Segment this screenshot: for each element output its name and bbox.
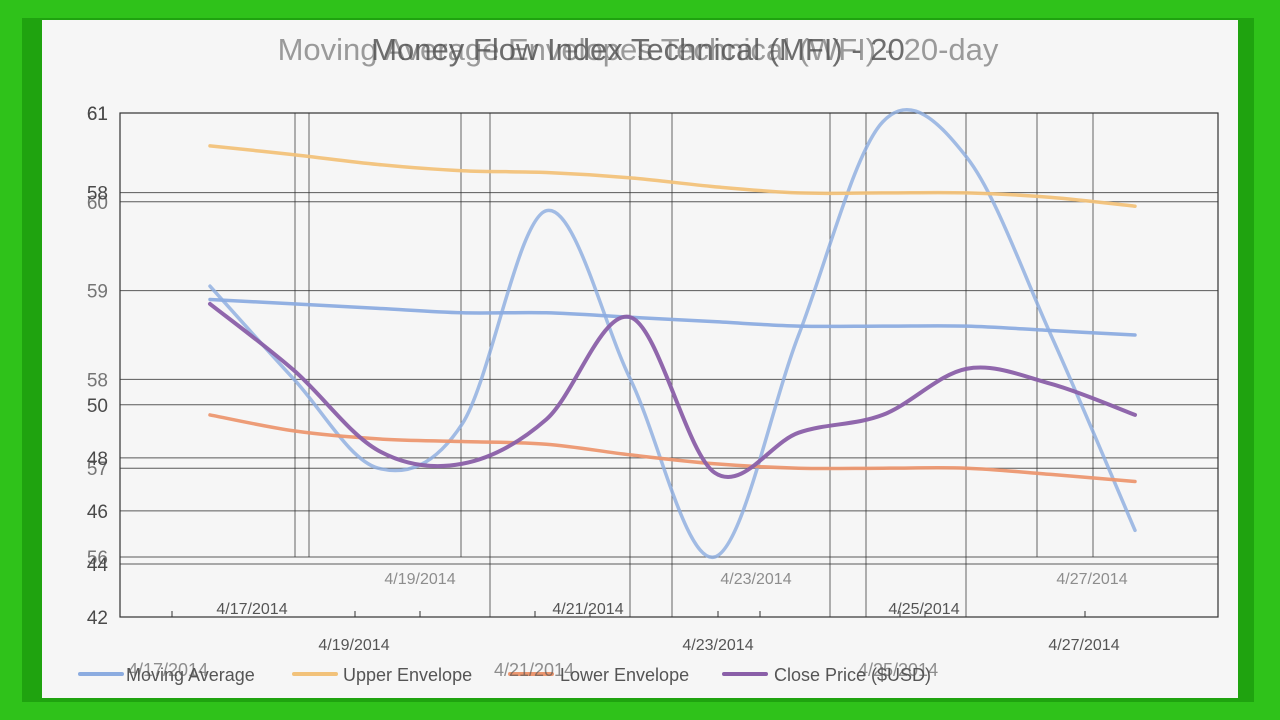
x-tick-label-overlay: 4/19/2014: [384, 571, 455, 588]
upper-envelope-line: [208, 144, 1137, 208]
legend-label: Upper Envelope: [343, 665, 472, 685]
x-tick-label-overlay: 4/27/2014: [1056, 571, 1127, 588]
x-axis-ticks: 4/17/2014 4/19/2014 4/21/2014 4/23/2014 4/25…: [216, 571, 1127, 654]
x-tick-label: 4/25/2014: [888, 601, 959, 618]
x-tick-label: 4/17/2014: [216, 601, 287, 618]
x-tick-label: 4/27/2014: [1048, 637, 1119, 654]
legend-label: Close Price ($USD): [774, 665, 931, 685]
chart-titles: Moving Average Envelopes Technical (WFI)…: [278, 32, 999, 67]
y-tick-label-right: 59: [87, 282, 108, 303]
y-tick-label-right: 60: [87, 193, 108, 214]
y-tick-label-right: 57: [87, 459, 108, 480]
x-tick-label: 4/23/2014: [682, 637, 753, 654]
legend-ghost-date: 4/17/2014: [128, 660, 208, 680]
chart-overlay-title: Money Flow Index Technical (MFI) - 20: [371, 32, 905, 67]
moving-average-envelope-line: [208, 297, 1137, 337]
x-tick-label: 4/21/2014: [552, 601, 623, 618]
y-tick-label-left: 48: [87, 449, 108, 470]
chart-title: Moving Average Envelopes Technical (WFI)…: [278, 32, 999, 67]
legend-ghost-date: 4/25/2014: [858, 660, 938, 680]
chart-panel: [42, 20, 1238, 698]
series-lines: [208, 108, 1137, 559]
chart-legend: Moving Average Upper Envelope Lower Envelo…: [78, 660, 938, 685]
legend-ghost-date: 4/21/2014: [494, 660, 574, 680]
y-tick-label-left: 61: [87, 104, 108, 125]
y-tick-label-left: 58: [87, 184, 108, 205]
close-price-line: [208, 301, 1137, 479]
x-tick-label-overlay: 4/23/2014: [720, 571, 791, 588]
y-tick-label-left: 46: [87, 502, 108, 523]
y-tick-label-right: 56: [87, 548, 108, 569]
legend-label: Moving Average: [126, 665, 255, 685]
lower-envelope-line: [208, 413, 1137, 484]
moving-average-line: [208, 108, 1137, 559]
y-tick-label-left: 50: [87, 396, 108, 417]
y-tick-label-left: 42: [87, 608, 108, 629]
legend-label: Lower Envelope: [560, 665, 689, 685]
x-tick-label: 4/19/2014: [318, 637, 389, 654]
y-tick-label-right: 61: [87, 104, 108, 125]
y-tick-label-right: 58: [87, 370, 108, 391]
y-tick-label-left: 44: [87, 555, 109, 576]
